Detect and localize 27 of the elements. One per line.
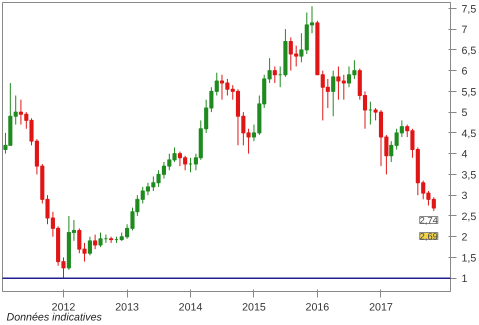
y-tick-label: 3 [462, 190, 468, 202]
x-tick-label: 2012 [52, 302, 76, 314]
y-tick-label: 1 [462, 273, 468, 286]
y-tick-label: 4,5 [462, 128, 476, 140]
candlestick [93, 234, 98, 250]
x-tick-label: 2014 [178, 302, 202, 314]
y-tick-label: 7 [462, 24, 468, 36]
text: Données indicatives [6, 312, 103, 324]
candlestick [88, 236, 92, 256]
y-tick-label: 5,5 [462, 86, 476, 98]
y-tick-label: 7,5 [462, 3, 476, 16]
x-tick-label: 2013 [115, 302, 140, 314]
candlestick [331, 70, 336, 117]
y-tick-label: 1,5 [462, 252, 476, 264]
y-tick-label: 6,5 [462, 44, 476, 57]
y-tick-label: 3,5 [462, 169, 476, 182]
x-tick-label: 2016 [306, 302, 330, 314]
x-tick-label: 2017 [369, 302, 393, 314]
annotation: 2,74 [420, 215, 438, 226]
x-tick-label: 2015 [242, 302, 266, 314]
candlestick [272, 66, 277, 84]
y-tick-label: 5 [462, 107, 468, 120]
y-tick-label: 4 [462, 148, 468, 161]
y-tick-label: 2,5 [462, 210, 476, 223]
candlestick [98, 232, 103, 248]
y-tick-label: 6 [462, 66, 468, 78]
y-tick-label: 2 [462, 232, 468, 244]
